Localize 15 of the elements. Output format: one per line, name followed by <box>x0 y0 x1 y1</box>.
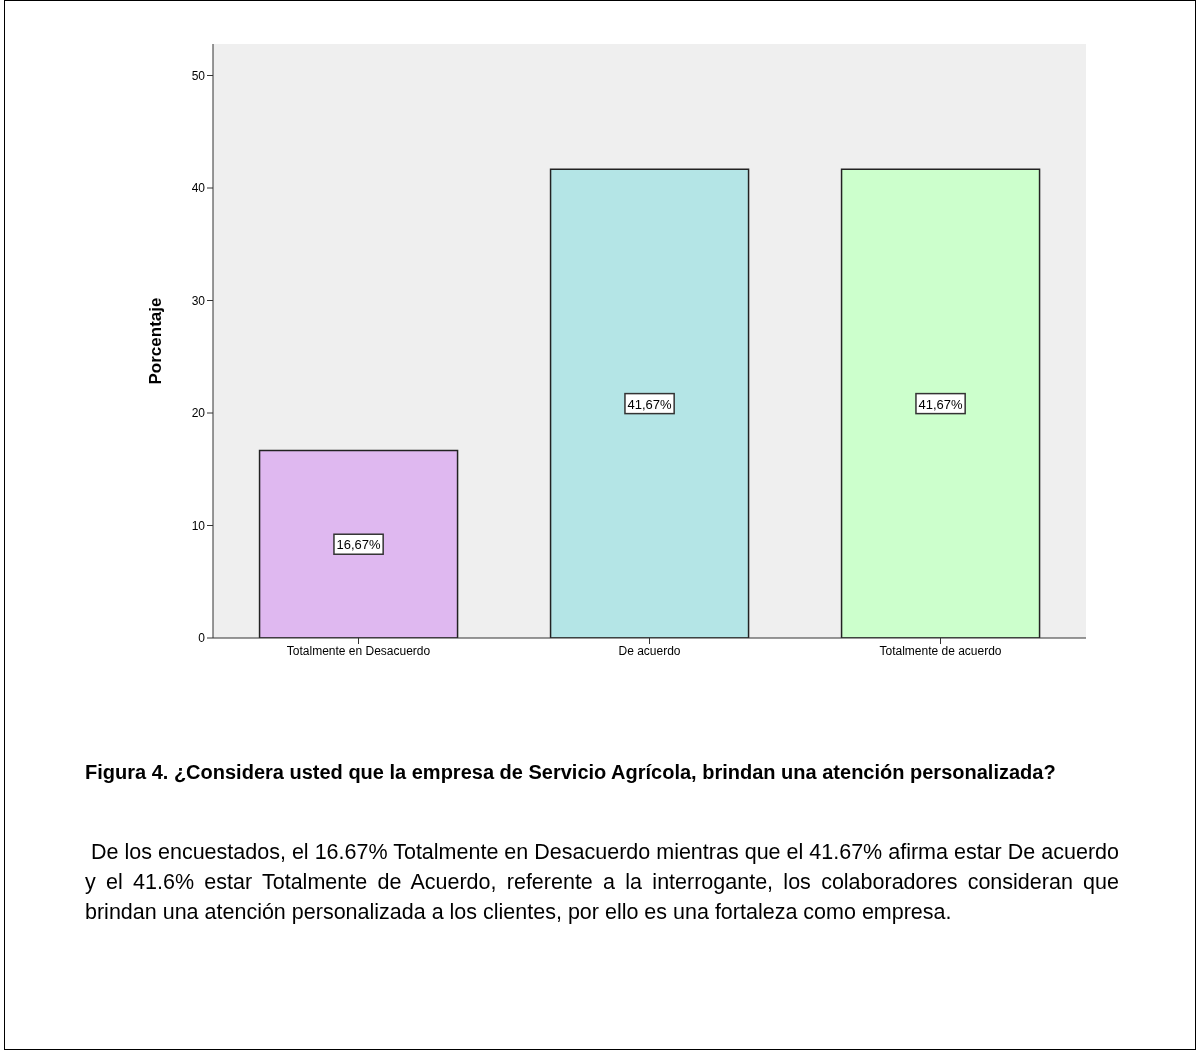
text: De los encuestados, el 16.67% Totalmente en Desacuerdo mientras que el 41.67% afirma estar De acuerdo y el 41.6% estar Totalmente de Acuerdo, referente a la interrogante, los colaboradores consideran que brindan una atención personalizada a los clientes, por ello es una fortaleza como empresa. <box>85 839 1119 926</box>
y-tick-label: 10 <box>191 518 206 533</box>
data-label: 41,67% <box>627 396 673 412</box>
text: Figura 4. ¿Considera usted que la empresa de Servicio Agrícola, brindan una atención personalizada? <box>85 760 1057 785</box>
y-tick-label: 0 <box>198 631 206 646</box>
y-tick-label: 40 <box>191 181 206 196</box>
y-tick-label: 50 <box>191 68 206 83</box>
data-label: 16,67% <box>336 537 382 553</box>
x-tick-label: Totalmente en Desacuerdo <box>286 643 431 658</box>
data-label: 41,67% <box>918 396 964 412</box>
x-tick-label: Totalmente de acuerdo <box>879 643 1002 658</box>
y-tick-label: 20 <box>191 406 206 421</box>
y-axis-title: Porcentaje <box>146 297 166 385</box>
y-tick-label: 30 <box>191 293 206 308</box>
x-tick-label: De acuerdo <box>618 643 681 658</box>
